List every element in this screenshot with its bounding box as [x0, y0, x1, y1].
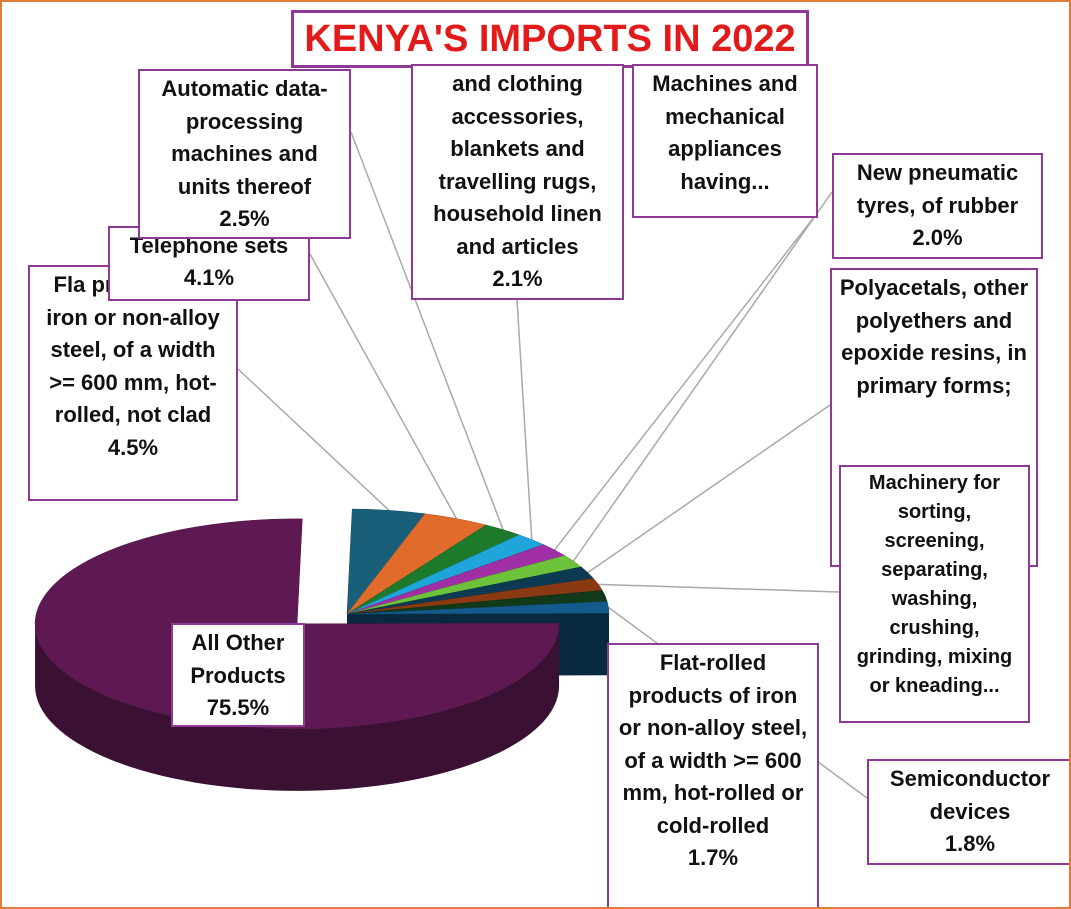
- leader-line: [350, 131, 504, 530]
- leader-line: [309, 253, 458, 519]
- label-flat-rolled-cold-rolled: Flat-rolled products of iron or non-allo…: [607, 643, 819, 907]
- leader-line: [516, 299, 533, 540]
- leader-lines: [237, 131, 868, 799]
- label-clothing-accessories: and clothing accessories, blankets and t…: [411, 64, 624, 300]
- leader-line: [237, 368, 390, 511]
- label-machinery-sorting: Machinery for sorting, screening, separa…: [839, 465, 1030, 723]
- chart-title: KENYA'S IMPORTS IN 2022: [291, 10, 809, 68]
- label-pneumatic-tyres: New pneumatic tyres, of rubber 2.0%: [832, 153, 1043, 259]
- label-automatic-data-processing: Automatic data-processing machines and u…: [138, 69, 351, 239]
- leader-line: [587, 404, 831, 574]
- leader-line: [553, 211, 819, 551]
- label-machines-mechanical-appliances: Machines and mechanical appliances havin…: [632, 64, 818, 218]
- pie-slice-semiconductor-devices: [346, 601, 610, 615]
- label-all-other-products: All Other Products 75.5%: [171, 623, 305, 727]
- label-flat-rolled-not-clad: Fla products of iron or non-alloy steel,…: [28, 265, 238, 501]
- label-semiconductor-devices: Semiconductor devices 1.8%: [867, 759, 1069, 865]
- leader-line: [572, 191, 833, 562]
- leader-line: [598, 583, 840, 593]
- pie-side-all: [35, 623, 560, 791]
